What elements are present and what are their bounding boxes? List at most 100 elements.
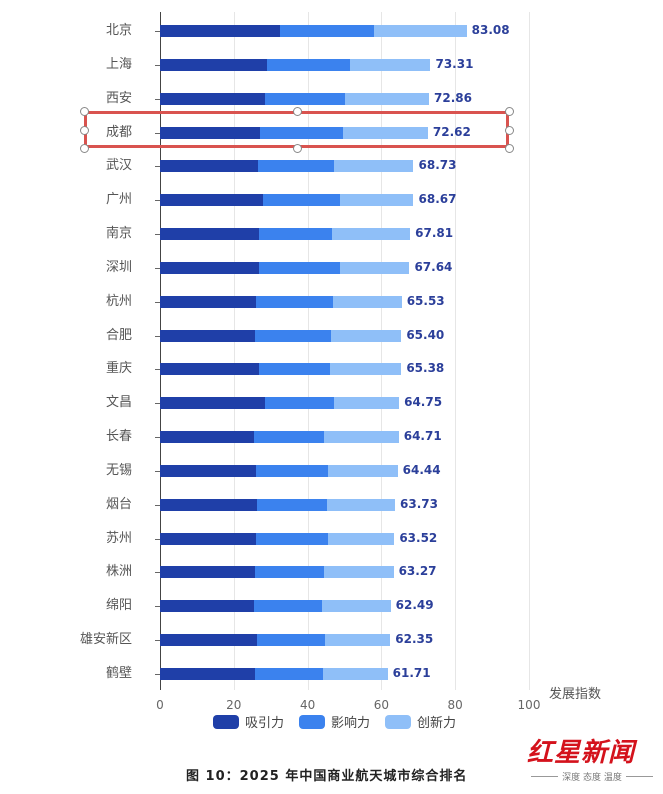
bar-segment[interactable] bbox=[255, 464, 328, 477]
bar-segment[interactable] bbox=[262, 194, 341, 207]
bar-segment[interactable] bbox=[160, 228, 259, 241]
bar-segment[interactable] bbox=[160, 126, 260, 139]
bar-segment[interactable] bbox=[334, 397, 400, 410]
category-label: 广州 bbox=[105, 192, 132, 208]
resize-handle[interactable] bbox=[80, 126, 89, 135]
bar-value-label: 62.35 bbox=[395, 632, 434, 647]
bar-segment[interactable] bbox=[321, 600, 391, 613]
bar-segment[interactable] bbox=[160, 329, 255, 342]
bar-segment[interactable] bbox=[330, 329, 402, 342]
bar-value-label: 65.40 bbox=[406, 327, 445, 342]
bar-segment[interactable] bbox=[160, 634, 258, 647]
bar-segment[interactable] bbox=[160, 261, 259, 274]
bar-segment[interactable] bbox=[258, 160, 335, 173]
bar-segment[interactable] bbox=[254, 431, 325, 444]
bar-segment[interactable] bbox=[160, 532, 256, 545]
bar-segment[interactable] bbox=[255, 295, 334, 308]
bar-value-label: 67.64 bbox=[414, 259, 453, 274]
y-tick bbox=[155, 640, 160, 642]
bar-value-label: 65.53 bbox=[406, 293, 445, 308]
bar-segment[interactable] bbox=[256, 498, 327, 511]
bar-segment[interactable] bbox=[160, 464, 256, 477]
bar-segment[interactable] bbox=[258, 261, 340, 274]
x-tick-label: 0 bbox=[156, 698, 164, 712]
y-tick bbox=[155, 31, 160, 32]
bar-segment[interactable] bbox=[254, 667, 323, 680]
bar-segment[interactable] bbox=[343, 126, 428, 139]
bar-segment[interactable] bbox=[267, 58, 351, 71]
legend-label: 创新力 bbox=[417, 716, 457, 731]
resize-handle[interactable] bbox=[293, 107, 302, 116]
y-tick bbox=[155, 98, 160, 100]
resize-handle[interactable] bbox=[80, 144, 89, 153]
resize-handle[interactable] bbox=[80, 107, 89, 116]
bar-segment[interactable] bbox=[330, 363, 402, 376]
bar-segment[interactable] bbox=[322, 667, 388, 680]
category-axis-line bbox=[160, 12, 161, 690]
y-tick bbox=[155, 64, 160, 66]
resize-handle[interactable] bbox=[293, 144, 302, 153]
legend-item-attraction[interactable]: 吸引力 bbox=[213, 712, 284, 731]
category-label: 上海 bbox=[105, 56, 132, 72]
bar-segment[interactable] bbox=[326, 498, 396, 511]
bar-segment[interactable] bbox=[160, 397, 266, 410]
legend-item-influence[interactable]: 影响力 bbox=[299, 712, 370, 731]
bar-segment[interactable] bbox=[257, 634, 325, 647]
bar-segment[interactable] bbox=[324, 431, 399, 444]
bar-segment[interactable] bbox=[350, 58, 431, 71]
bar-segment[interactable] bbox=[323, 566, 394, 579]
legend-swatch-attraction bbox=[213, 714, 239, 729]
highlight-box-chengdu[interactable] bbox=[84, 111, 509, 148]
bar-segment[interactable] bbox=[340, 194, 414, 207]
bar-segment[interactable] bbox=[334, 160, 414, 173]
y-tick bbox=[155, 606, 160, 608]
bar-segment[interactable] bbox=[160, 566, 255, 579]
bar-segment[interactable] bbox=[160, 160, 259, 173]
bar-segment[interactable] bbox=[339, 261, 410, 274]
category-label: 成都 bbox=[105, 124, 132, 140]
grid-line bbox=[381, 12, 383, 690]
resize-handle[interactable] bbox=[505, 126, 514, 135]
bar-segment[interactable] bbox=[258, 363, 331, 376]
bar-segment[interactable] bbox=[327, 532, 395, 545]
bar-segment[interactable] bbox=[331, 228, 411, 241]
bar-segment[interactable] bbox=[374, 25, 467, 37]
bar-segment[interactable] bbox=[265, 92, 345, 105]
bar-segment[interactable] bbox=[160, 363, 259, 376]
bar-segment[interactable] bbox=[160, 498, 257, 511]
bar-segment[interactable] bbox=[160, 25, 280, 37]
bar-segment[interactable] bbox=[254, 566, 324, 579]
bar-segment[interactable] bbox=[255, 532, 328, 545]
resize-handle[interactable] bbox=[505, 144, 514, 153]
bar-segment[interactable] bbox=[160, 194, 263, 207]
y-tick bbox=[155, 200, 160, 202]
bar-segment[interactable] bbox=[160, 600, 255, 613]
bar-segment[interactable] bbox=[344, 92, 429, 105]
bar-segment[interactable] bbox=[258, 228, 332, 241]
resize-handle[interactable] bbox=[505, 107, 514, 116]
bar-segment[interactable] bbox=[160, 58, 267, 71]
bar-segment[interactable] bbox=[160, 431, 255, 444]
divider bbox=[531, 776, 559, 777]
bar-segment[interactable] bbox=[160, 295, 256, 308]
bar-segment[interactable] bbox=[333, 295, 402, 308]
category-label: 株洲 bbox=[105, 564, 132, 580]
bar-segment[interactable] bbox=[160, 92, 266, 105]
category-label: 杭州 bbox=[105, 293, 132, 309]
legend-item-innovation[interactable]: 创新力 bbox=[385, 712, 456, 731]
bar-segment[interactable] bbox=[327, 464, 398, 477]
x-tick-label: 60 bbox=[373, 698, 390, 712]
bar-value-label: 63.27 bbox=[398, 564, 437, 579]
bar-segment[interactable] bbox=[254, 600, 322, 613]
y-tick bbox=[155, 335, 160, 337]
y-tick bbox=[155, 301, 160, 303]
bar-segment[interactable] bbox=[254, 329, 331, 342]
bar-segment[interactable] bbox=[160, 667, 255, 680]
category-label: 鹤壁 bbox=[105, 665, 132, 681]
bar-segment[interactable] bbox=[324, 634, 391, 647]
bar-segment[interactable] bbox=[259, 126, 343, 139]
category-label: 西安 bbox=[105, 90, 132, 106]
bar-segment[interactable] bbox=[279, 25, 375, 37]
bar-segment[interactable] bbox=[265, 397, 335, 410]
category-label: 深圳 bbox=[105, 259, 132, 275]
